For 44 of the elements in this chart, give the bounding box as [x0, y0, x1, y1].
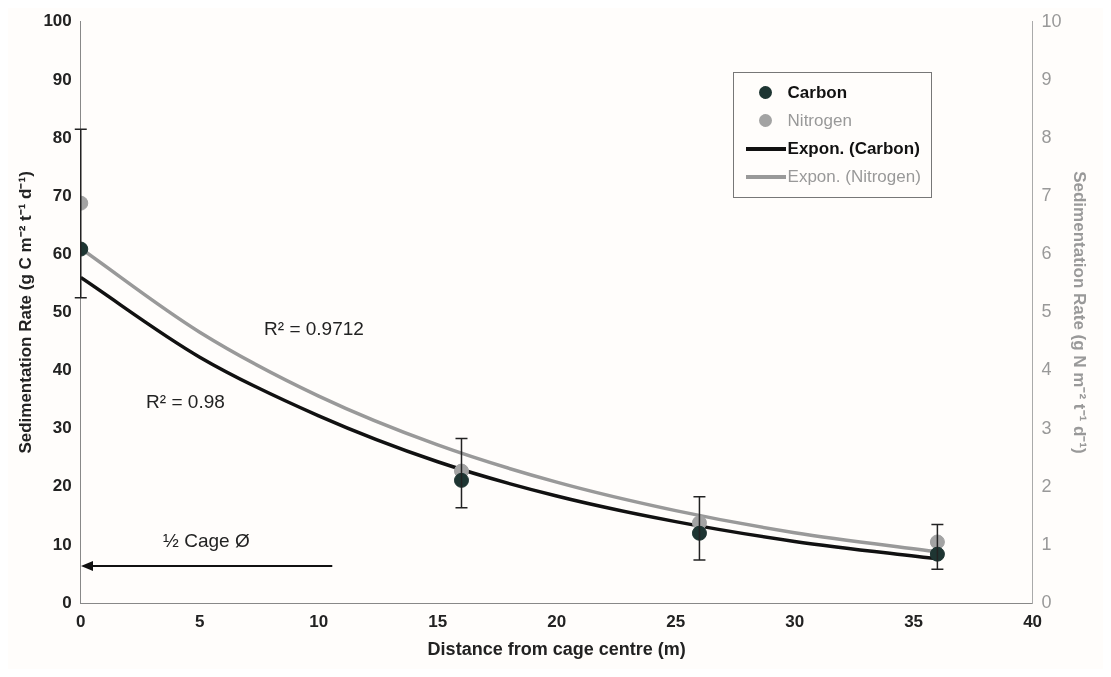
y-tick-label: 90 [52, 69, 72, 89]
y-tick-label: 20 [52, 476, 72, 496]
y-tick-label: 10 [52, 534, 72, 554]
annotation: ½ Cage Ø [163, 530, 250, 552]
y-tick-label: 50 [52, 302, 72, 322]
x-tick-label: 20 [547, 611, 567, 631]
y-tick-label: 80 [52, 127, 72, 147]
annotation: R² = 0.9712 [264, 318, 364, 340]
y2-tick-label: 5 [1041, 301, 1052, 322]
x-tick-label: 15 [428, 611, 448, 631]
x-tick-label: 5 [195, 611, 205, 631]
point [929, 546, 945, 562]
point [691, 525, 707, 541]
y-tick-label: 100 [43, 11, 72, 31]
y-tick-label: 30 [52, 418, 72, 438]
y2-tick-label: 8 [1041, 127, 1052, 148]
legend-label: Carbon [787, 82, 848, 103]
y2-tick-label: 6 [1041, 243, 1052, 264]
x-tick-label: 10 [309, 611, 329, 631]
y-tick-label: 40 [52, 360, 72, 380]
x-axis-title: Distance from cage centre (m) [427, 639, 686, 660]
x-tick-label: 25 [666, 611, 686, 631]
y2-tick-label: 3 [1041, 417, 1052, 438]
point [453, 472, 469, 488]
x-tick-label: 35 [904, 611, 924, 631]
y-tick-label: 0 [62, 592, 72, 612]
legend-label: Expon. (Carbon) [787, 138, 920, 159]
y-tick-label: 70 [52, 185, 72, 205]
x-tick-label: 40 [1023, 611, 1043, 631]
y2-tick-label: 4 [1041, 359, 1052, 380]
legend-label: Nitrogen [787, 110, 852, 131]
y2-tick-label: 2 [1041, 475, 1052, 496]
y-axis-title: Sedimentation Rate (g C m⁻² t⁻¹ d⁻¹) [15, 171, 35, 454]
y2-axis-title: Sedimentation Rate (g N m⁻² t⁻¹ d⁻¹) [1070, 171, 1090, 454]
y-tick-label: 60 [52, 243, 72, 263]
x-tick-label: 30 [785, 611, 805, 631]
y2-tick-label: 0 [1041, 591, 1052, 612]
annotation: R² = 0.98 [146, 390, 225, 412]
x-tick-label: 0 [76, 611, 86, 631]
y2-tick-label: 10 [1041, 10, 1062, 31]
y2-tick-label: 7 [1041, 185, 1052, 206]
y2-tick-label: 9 [1041, 68, 1052, 89]
y2-tick-label: 1 [1041, 533, 1052, 554]
legend-label: Expon. (Nitrogen) [787, 166, 921, 187]
